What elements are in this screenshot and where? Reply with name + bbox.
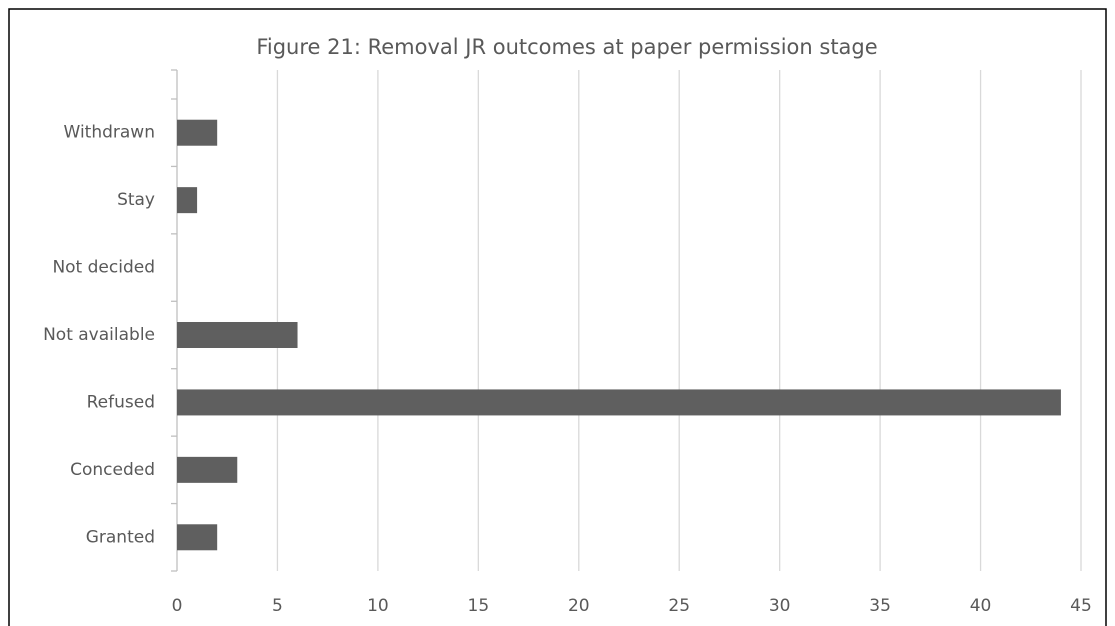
bar	[177, 389, 1061, 416]
bar	[177, 322, 298, 348]
y-tick-label: Not available	[43, 325, 155, 345]
x-tick-label: 5	[272, 596, 283, 616]
x-tick-label: 45	[1070, 596, 1092, 616]
y-tick-label: Not decided	[52, 258, 155, 278]
x-tick-label: 10	[367, 596, 389, 616]
chart-frame	[8, 8, 1107, 626]
bar	[177, 119, 218, 146]
y-tick-label: Stay	[117, 190, 155, 210]
x-tick-label: 15	[468, 596, 490, 616]
x-tick-label: 0	[172, 596, 183, 616]
y-tick-label: Refused	[87, 392, 155, 412]
bar	[177, 456, 238, 483]
y-tick-label: Granted	[86, 527, 155, 547]
x-tick-label: 25	[668, 596, 690, 616]
x-tick-label: 40	[970, 596, 992, 616]
chart-title: Figure 21: Removal JR outcomes at paper …	[256, 35, 877, 59]
x-tick-label: 30	[769, 596, 791, 616]
bar	[177, 524, 218, 551]
x-tick-label: 20	[568, 596, 590, 616]
y-tick-label: Conceded	[70, 460, 155, 480]
bar	[177, 187, 198, 214]
y-tick-label: Withdrawn	[64, 123, 155, 143]
x-tick-label: 35	[869, 596, 891, 616]
